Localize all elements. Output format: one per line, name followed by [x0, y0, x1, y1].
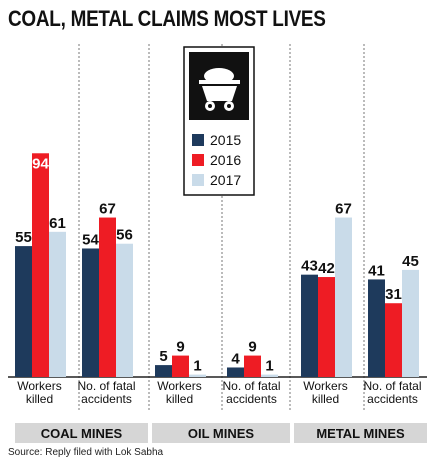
bar-2017-cat-6	[402, 269, 419, 377]
group-label-1: COAL MINES	[41, 426, 123, 441]
data-label-2016-cat-6: 31	[385, 286, 402, 303]
category-label-2-line-1: No. of fatal	[77, 379, 135, 393]
cart-hub-left-icon	[208, 104, 212, 108]
bar-2016-cat-2	[99, 217, 116, 377]
bar-2017-cat-5	[335, 217, 352, 377]
data-label-2016-cat-3: 9	[176, 339, 184, 356]
cart-hub-right-icon	[227, 104, 231, 108]
data-label-2017-cat-4: 1	[265, 358, 273, 375]
bar-2017-cat-4	[261, 374, 278, 377]
bar-2015-cat-3	[155, 365, 172, 377]
data-label-2015-cat-2: 54	[82, 231, 99, 248]
category-label-5-line-2: killed	[312, 392, 339, 406]
bar-2016-cat-5	[318, 277, 335, 377]
data-label-2016-cat-2: 67	[99, 201, 116, 218]
category-label-6-line-1: No. of fatal	[363, 379, 421, 393]
bar-2017-cat-1	[49, 231, 66, 377]
data-label-2016-cat-1: 94	[32, 155, 49, 172]
legend-swatch-2015	[192, 134, 204, 146]
data-label-2016-cat-4: 9	[248, 339, 256, 356]
bar-2017-cat-2	[116, 243, 133, 377]
data-label-2017-cat-1: 61	[49, 215, 66, 232]
data-label-2017-cat-5: 67	[335, 201, 352, 218]
legend-label-2015: 2015	[210, 132, 241, 148]
category-label-4-line-1: No. of fatal	[222, 379, 280, 393]
bar-2015-cat-1	[15, 246, 32, 377]
data-label-2017-cat-3: 1	[193, 358, 201, 375]
bar-2015-cat-2	[82, 248, 99, 377]
bar-2016-cat-1	[32, 153, 49, 377]
data-label-2017-cat-6: 45	[402, 253, 419, 270]
data-label-2015-cat-3: 5	[159, 348, 167, 365]
category-label-5-line-1: Workers	[303, 379, 347, 393]
group-band-2	[152, 423, 290, 443]
category-label-1-line-2: killed	[26, 392, 53, 406]
bar-2016-cat-6	[385, 303, 402, 377]
category-label-1-line-1: Workers	[17, 379, 61, 393]
bar-2015-cat-4	[227, 367, 244, 377]
bar-2017-cat-3	[189, 374, 206, 377]
bar-2016-cat-3	[172, 355, 189, 377]
data-label-2015-cat-1: 55	[15, 229, 32, 246]
legend-label-2017: 2017	[210, 172, 241, 188]
category-label-3-line-1: Workers	[157, 379, 201, 393]
group-band-1	[15, 423, 148, 443]
category-label-4-line-2: accidents	[226, 392, 277, 406]
bar-2015-cat-5	[301, 274, 318, 377]
data-label-2016-cat-5: 42	[318, 260, 335, 277]
category-label-3-line-2: killed	[166, 392, 193, 406]
source-note: Source: Reply filed with Lok Sabha	[8, 447, 164, 458]
group-label-2: OIL MINES	[188, 426, 255, 441]
group-band-3	[294, 423, 427, 443]
bar-2016-cat-4	[244, 355, 261, 377]
data-label-2015-cat-6: 41	[368, 262, 385, 279]
data-label-2015-cat-5: 43	[301, 258, 318, 275]
legend-swatch-2016	[192, 154, 204, 166]
category-label-6-line-2: accidents	[367, 392, 418, 406]
data-label-2015-cat-4: 4	[231, 350, 240, 367]
group-label-3: METAL MINES	[316, 426, 405, 441]
legend-swatch-2017	[192, 174, 204, 186]
bar-2015-cat-6	[368, 279, 385, 377]
cart-rim-icon	[199, 80, 240, 84]
chart-title: COAL, METAL CLAIMS MOST LIVES	[8, 6, 326, 31]
category-label-2-line-2: accidents	[81, 392, 132, 406]
data-label-2017-cat-2: 56	[116, 227, 133, 244]
legend-label-2016: 2016	[210, 152, 241, 168]
cart-body-icon	[202, 86, 237, 101]
